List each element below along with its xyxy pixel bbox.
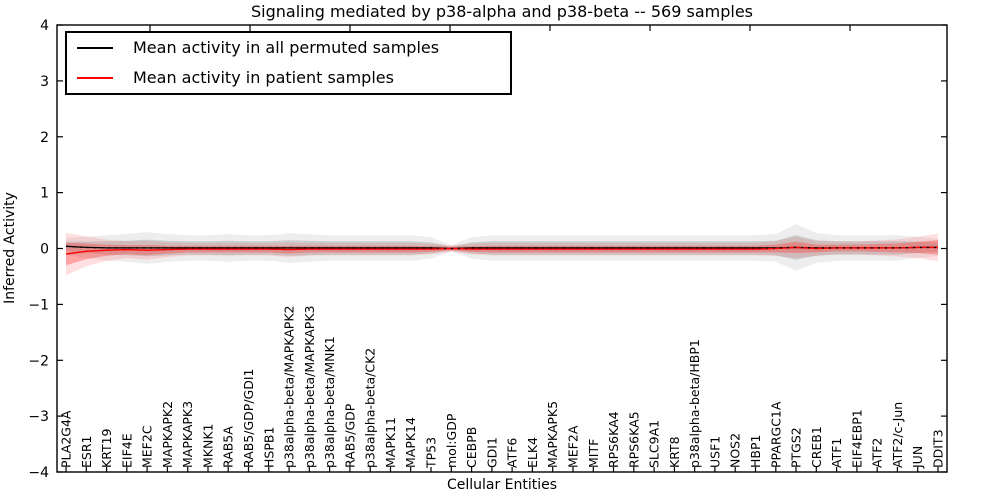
permuted-line-swatch [77, 47, 113, 49]
y-tick-label: −4 [28, 465, 49, 481]
x-tick-label: p38alpha-beta/MNK1 [322, 336, 337, 468]
y-tick-label: 3 [40, 74, 49, 90]
x-tick-label: MAPK14 [403, 417, 418, 468]
x-tick-label: JUN [910, 446, 925, 469]
x-tick-label: PLA2G4A [59, 410, 74, 468]
legend-label: Mean activity in patient samples [133, 68, 394, 87]
y-tick-label: 2 [40, 130, 49, 146]
patient-band [66, 240, 938, 266]
patient-mean-line [65, 246, 938, 255]
y-tick-label: −2 [28, 353, 49, 369]
legend: Mean activity in all permuted samples Me… [65, 31, 512, 95]
x-tick-label: DDIT3 [931, 429, 946, 468]
x-tick-label: MEF2C [140, 425, 155, 468]
x-tick-label: RPS6KA5 [626, 411, 641, 468]
x-axis-title: Cellular Entities [446, 477, 558, 493]
patient-line-swatch [77, 77, 113, 79]
patient-band [66, 232, 938, 276]
x-tick-label: EIF4EBP1 [849, 409, 864, 468]
x-tick-label: MEF2A [566, 425, 581, 468]
x-tick-label: EIF4E [119, 433, 134, 468]
x-tick-label: MAPKAPK3 [180, 401, 195, 468]
x-tick-label: MITF [586, 439, 601, 468]
x-tick-label: p38alpha-beta/MAPKAPK3 [302, 306, 317, 469]
x-tick-label: KRT8 [667, 436, 682, 468]
x-tick-label: PTGS2 [789, 427, 804, 468]
chart-title: Signaling mediated by p38-alpha and p38-… [250, 2, 753, 21]
x-tick-label: CEBPB [464, 427, 479, 468]
x-tick-label: TP53 [424, 437, 439, 469]
y-tick-label: −3 [28, 409, 49, 425]
x-tick-label: p38alpha-beta/MAPKAPK2 [282, 306, 297, 469]
x-tick-label: HSPB1 [261, 427, 276, 468]
x-tick-label: SLC9A1 [647, 420, 662, 468]
legend-label: Mean activity in all permuted samples [133, 38, 440, 57]
y-tick-label: 4 [40, 18, 49, 34]
y-tick-label: 0 [40, 242, 49, 258]
x-tick-label: ATF1 [829, 438, 844, 468]
x-tick-label: USF1 [707, 436, 722, 468]
y-tick-label: −1 [28, 297, 49, 313]
x-tick-label: ATF2 [870, 438, 885, 468]
x-tick-label: RAB5/GDP/GDI1 [241, 369, 256, 468]
x-tick-label: ESR1 [79, 436, 94, 468]
x-tick-label: p38alpha-beta/CK2 [363, 348, 378, 468]
x-tick-label: p38alpha-beta/HBP1 [687, 339, 702, 468]
x-tick-label: RAB5/GDP [342, 403, 357, 468]
x-tick-label: RPS6KA4 [606, 411, 621, 468]
legend-item-permuted: Mean activity in all permuted samples [77, 36, 510, 60]
x-tick-label: PPARGC1A [768, 401, 783, 468]
x-tick-label: RAB5A [221, 426, 236, 468]
x-tick-label: HBP1 [748, 435, 763, 468]
x-tick-label: ATF6 [505, 438, 520, 468]
x-tick-label: mol:GDP [444, 413, 459, 468]
x-tick-label: MAPK11 [383, 417, 398, 468]
y-tick-label: 1 [40, 186, 49, 202]
x-tick-label: CREB1 [809, 426, 824, 468]
y-axis-title: Inferred Activity [2, 192, 18, 304]
x-tick-label: NOS2 [728, 433, 743, 468]
x-tick-label: MAPKAPK5 [545, 401, 560, 468]
x-tick-label: ELK4 [525, 437, 540, 468]
legend-item-patient: Mean activity in patient samples [77, 66, 510, 90]
x-tick-label: ATF2/c-Jun [890, 402, 905, 468]
x-tick-label: KRT19 [99, 428, 114, 468]
x-tick-label: GDI1 [484, 437, 499, 468]
x-tick-label: MAPKAPK2 [160, 401, 175, 468]
x-tick-label: MKNK1 [201, 424, 216, 468]
